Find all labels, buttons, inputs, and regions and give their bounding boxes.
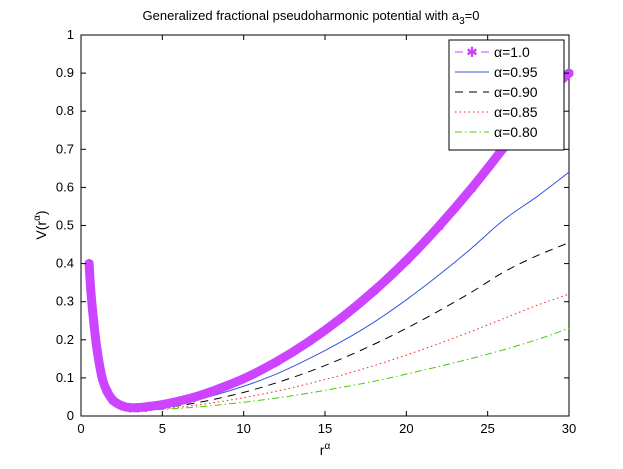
series-0.85 <box>88 274 570 411</box>
y-tick-label: 0.3 <box>56 294 74 309</box>
legend-label: α=0.95 <box>494 64 538 80</box>
tick-layer: 0 5 10 15 20 25 30 0 0.1 0.2 0.3 0.4 0.5 0.6 0.7 0.8 0.9… <box>56 27 576 436</box>
legend-entry: α=0.85 <box>455 104 538 120</box>
star-marker: ✱ <box>206 385 217 400</box>
star-marker: ✱ <box>132 401 143 416</box>
y-tick-label: 0 <box>67 408 74 423</box>
x-tick-label: 10 <box>236 421 250 436</box>
legend-entry: α=0.90 <box>455 84 538 100</box>
star-marker: ✱ <box>116 399 127 414</box>
star-marker: ✱ <box>238 372 249 387</box>
star-marker: ✱ <box>336 311 347 326</box>
star-marker: ✱ <box>433 219 444 234</box>
chart-title: Generalized fractional pseudoharmonic po… <box>143 8 480 27</box>
star-marker: ✱ <box>102 384 113 399</box>
star-marker: ✱ <box>92 344 103 359</box>
legend-entry: α=0.95 <box>455 64 538 80</box>
star-marker: ✱ <box>303 335 314 350</box>
legend-entries: ✱ α=1.0 α=0.95 α=0.90 α=0.85 α=0.80 <box>455 44 538 140</box>
star-marker: ✱ <box>108 394 119 409</box>
x-tick-label: 25 <box>480 421 494 436</box>
x-tick-label: 20 <box>399 421 413 436</box>
series-layer: ✱✱✱✱✱✱✱✱✱✱✱✱✱✱✱✱✱✱✱✱✱✱✱✱✱✱ <box>84 66 575 416</box>
x-tick-label: 0 <box>77 421 84 436</box>
legend-label: α=0.80 <box>494 124 538 140</box>
star-marker: ✱ <box>173 394 184 409</box>
y-tick-label: 1 <box>67 27 74 42</box>
star-marker: ✱ <box>141 400 152 415</box>
legend-entry: α=0.80 <box>455 124 538 140</box>
y-axis-label: V(rα) <box>32 210 49 239</box>
star-marker: ✱ <box>85 283 96 298</box>
y-tick-label: 0.7 <box>56 141 74 156</box>
star-marker: ✱ <box>84 257 95 272</box>
legend: ✱ α=1.0 α=0.95 α=0.90 α=0.85 α=0.80 <box>448 39 565 151</box>
series-line <box>84 68 574 413</box>
star-marker: ✱ <box>466 182 477 197</box>
star-marker: ✱ <box>401 254 412 269</box>
star-marker: ✱ <box>157 398 168 413</box>
x-tick-label: 5 <box>159 421 166 436</box>
y-tick-label: 0.1 <box>56 370 74 385</box>
legend-label: α=0.85 <box>494 104 538 120</box>
y-tick-label: 0.9 <box>56 65 74 80</box>
x-axis-label: rα <box>320 441 331 458</box>
y-tick-label: 0.5 <box>56 218 74 233</box>
y-tick-label: 0.2 <box>56 332 74 347</box>
star-marker: ✱ <box>189 390 200 405</box>
legend-label: α=1.0 <box>494 44 530 60</box>
star-marker: ✱ <box>271 355 282 370</box>
star-marker: ✱ <box>124 401 135 416</box>
legend-label: α=0.90 <box>494 84 538 100</box>
legend-star-marker: ✱ <box>466 44 478 60</box>
y-tick-label: 0.8 <box>56 103 74 118</box>
series-1.0: ✱✱✱✱✱✱✱✱✱✱✱✱✱✱✱✱✱✱✱✱✱✱✱✱✱✱ <box>84 66 575 416</box>
y-tick-label: 0.6 <box>56 179 74 194</box>
legend-box <box>448 39 565 151</box>
star-marker: ✱ <box>89 318 100 333</box>
legend-entry: ✱ α=1.0 <box>455 44 530 60</box>
x-tick-label: 15 <box>318 421 332 436</box>
series-line <box>88 274 570 411</box>
star-marker: ✱ <box>97 371 108 386</box>
x-tick-label: 30 <box>562 421 576 436</box>
star-marker: ✱ <box>368 284 379 299</box>
y-tick-label: 0.4 <box>56 256 74 271</box>
